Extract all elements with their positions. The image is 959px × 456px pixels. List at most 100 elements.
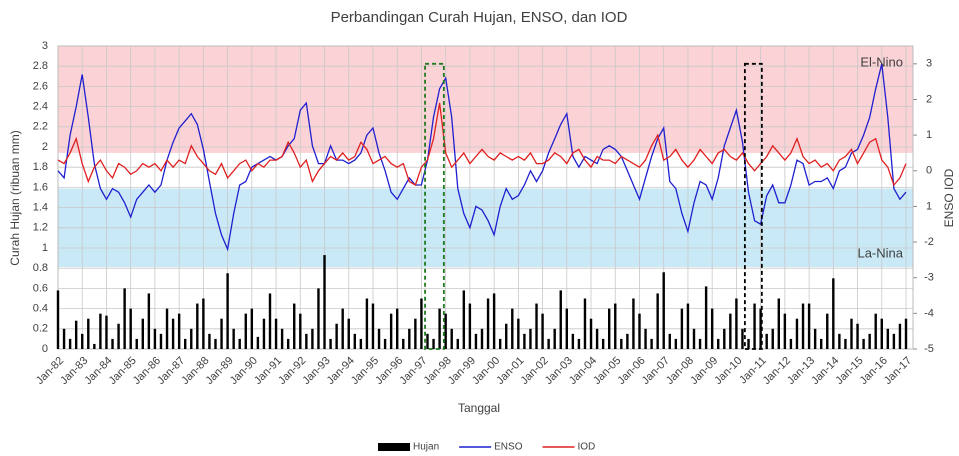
bar	[305, 333, 308, 349]
bar	[62, 328, 66, 349]
bar	[359, 338, 363, 349]
bar	[286, 338, 290, 349]
bar	[650, 338, 653, 349]
bar	[220, 318, 223, 349]
bar	[753, 303, 756, 349]
bar	[692, 328, 696, 349]
bar	[789, 338, 793, 349]
bar	[268, 293, 272, 349]
y2-tick-label: -3	[924, 272, 934, 284]
highlight-box	[424, 62, 445, 350]
bar	[329, 338, 332, 349]
bar	[129, 308, 132, 349]
bar	[202, 298, 205, 349]
x-tick-label: Jan-10	[712, 355, 744, 387]
y2-axis-title: ENSO IOD	[942, 168, 956, 227]
bar	[717, 338, 720, 349]
bar	[529, 328, 532, 349]
bar	[807, 303, 811, 349]
bar	[274, 318, 278, 349]
bar	[396, 308, 399, 349]
bar	[99, 313, 102, 349]
bar	[280, 328, 284, 349]
bar	[299, 313, 302, 349]
bar	[680, 308, 684, 349]
bar	[765, 333, 768, 349]
bar	[74, 320, 78, 349]
bar	[232, 328, 235, 349]
bar	[777, 298, 780, 349]
bar	[492, 293, 496, 349]
bar	[662, 272, 665, 349]
y2-tick-label: -5	[924, 343, 934, 355]
y2-tick-label: 1	[926, 129, 932, 141]
bar	[208, 333, 211, 349]
highlight-box	[743, 62, 763, 350]
bar	[335, 323, 338, 349]
y-tick-label: 3	[42, 40, 48, 52]
bar	[844, 338, 847, 349]
bar	[686, 303, 690, 349]
bar	[523, 333, 526, 349]
line-iod	[57, 102, 907, 187]
bar	[638, 313, 641, 349]
legend-label: Hujan	[413, 442, 439, 453]
bar	[135, 338, 138, 349]
bar	[595, 328, 599, 349]
bar	[704, 286, 708, 349]
line-enso	[57, 63, 907, 252]
bar	[771, 328, 774, 349]
bar	[426, 333, 429, 349]
bar	[402, 338, 405, 349]
annotation: La-Nina	[857, 245, 903, 260]
bar	[583, 298, 587, 349]
y-tick-label: 1.4	[33, 202, 48, 214]
bar	[589, 318, 593, 349]
bar	[389, 313, 393, 349]
bar	[838, 333, 841, 349]
annotation: El-Nino	[860, 54, 903, 69]
bar	[862, 338, 865, 349]
bar	[759, 308, 762, 349]
bar	[541, 313, 544, 349]
bar	[644, 328, 647, 349]
bar	[608, 308, 611, 349]
bar	[892, 333, 896, 349]
bar	[614, 303, 617, 349]
y-tick-label: 0.2	[33, 323, 48, 335]
bar	[383, 338, 387, 349]
y-tick-label: 0.4	[33, 303, 48, 315]
bar	[456, 338, 459, 349]
bar	[468, 303, 472, 349]
bar	[898, 323, 902, 349]
bar	[474, 333, 478, 349]
bar	[408, 328, 411, 349]
y-tick-label: 0.6	[33, 282, 48, 294]
bar	[747, 338, 750, 349]
x-tick-label: Jan-17	[882, 355, 914, 387]
bar	[535, 303, 538, 349]
bar	[559, 290, 562, 349]
bar	[783, 313, 787, 349]
y-tick-label: 2.4	[33, 101, 48, 113]
bar	[868, 333, 871, 349]
bar	[450, 328, 453, 349]
bar	[214, 338, 217, 349]
bar	[117, 323, 120, 349]
bar	[674, 338, 678, 349]
bar	[480, 328, 484, 349]
legend-swatch	[378, 443, 410, 451]
bar	[420, 298, 423, 349]
bar	[347, 318, 350, 349]
bar	[813, 328, 817, 349]
bar	[159, 333, 163, 349]
y-tick-label: 2.6	[33, 80, 48, 92]
bar	[244, 313, 247, 349]
bar	[111, 338, 114, 349]
bar	[56, 290, 60, 349]
y-tick-label: 1.6	[33, 181, 48, 193]
legend-label: ENSO	[494, 442, 523, 453]
bar	[626, 333, 629, 349]
bar	[177, 313, 181, 349]
bar	[601, 338, 605, 349]
